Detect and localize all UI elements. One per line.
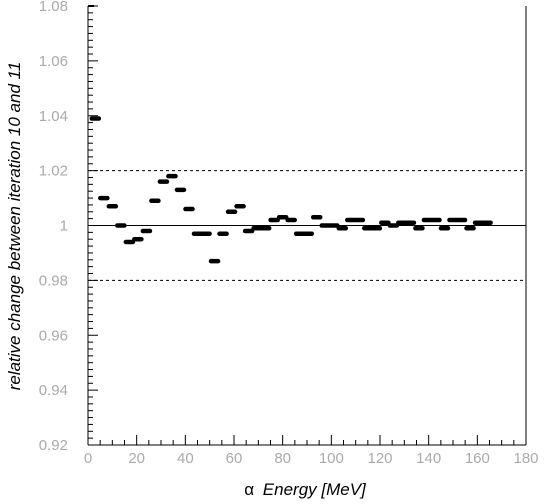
y-axis-title: relative change between iteration 10 and… [5,62,24,391]
x-axis-title: α Energy [MeV] [244,480,367,499]
x-tick-label: 180 [513,450,538,467]
y-tick-label: 0.94 [39,382,68,399]
axes-layer [87,5,527,446]
y-tick-label: 0.98 [39,272,68,289]
x-tick-label: 120 [367,450,392,467]
x-tick-label: 20 [128,450,145,467]
tick-labels-layer: 0 20 40 60 80 100 120 140 160 180 0.92 0.94 0.96 0.98… [39,0,539,467]
y-tick-label: 1 [60,218,68,235]
reference-lines-layer [88,170,526,281]
x-tick-label: 140 [416,450,441,467]
x-tick-label: 80 [274,450,291,467]
y-tick-label: 1.06 [39,53,68,70]
x-tick-label: 0 [84,450,92,467]
y-tick-label: 1.02 [39,163,68,180]
y-tick-label: 1.04 [39,108,68,125]
data-points-layer [89,116,493,264]
x-tick-label: 100 [319,450,344,467]
y-tick-label: 1.08 [39,0,68,15]
y-tick-label: 0.92 [39,437,68,454]
x-tick-label: 40 [177,450,194,467]
x-tick-label: 60 [226,450,243,467]
y-tick-label: 0.96 [39,327,68,344]
x-tick-label: 160 [465,450,490,467]
x-axis-title-text: Energy [MeV] [263,480,367,499]
x-axis-title-prefix: α [244,480,254,499]
